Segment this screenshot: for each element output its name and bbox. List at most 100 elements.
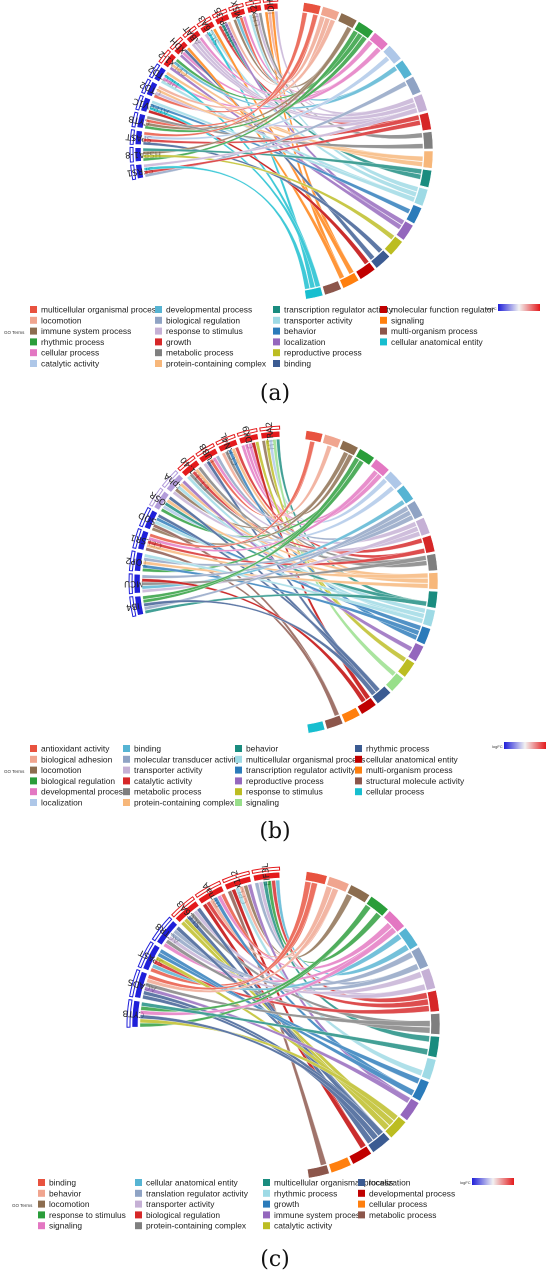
- legend-label-locomotion: locomotion: [49, 1199, 90, 1209]
- gene-arc-idh3: [263, 2, 279, 11]
- gene-label-eif3l: EIF3L: [261, 862, 274, 886]
- term-arc-immune-system-process: [337, 12, 358, 29]
- ribbon-sfrs1-response-to-stimulus: [143, 107, 418, 168]
- legend-swatch-biological-regulation: [155, 316, 162, 324]
- legend-label-biological-regulation: biological regulation: [146, 1210, 220, 1220]
- term-arc-signaling: [383, 910, 405, 933]
- legend-swatch-behavior: [273, 327, 280, 335]
- ribbon-acads-localization: [142, 994, 379, 1141]
- legend-swatch-cellular-anatomical-entity: [380, 338, 387, 346]
- term-arc-rhythmic-process: [371, 685, 391, 705]
- term-arc-rhythmic-process: [353, 21, 374, 39]
- term-arc-metabolic-process: [422, 131, 434, 150]
- legend-label-multicellular-organismal-process: multicellular organismal process: [274, 1178, 393, 1188]
- go-legend: GO Terms multicellular organismal process…: [4, 305, 495, 369]
- legend-swatch-multi-organism-process: [355, 766, 362, 774]
- gene-fc-ring-slc6a3: [171, 896, 196, 918]
- legend-swatch-biological-adhesion: [30, 755, 37, 763]
- legend-swatch-binding: [273, 360, 280, 367]
- ribbon-celsr1-catalytic-activity: [147, 540, 426, 566]
- gene-fc-ring-spast: [137, 941, 154, 969]
- term-arc-developmental-process: [348, 1145, 372, 1165]
- legend-swatch-multi-organism-process: [380, 327, 387, 335]
- legend-swatch-metabolic-process: [155, 349, 162, 357]
- ribbon-acads-protein-containing-complex: [145, 982, 431, 1027]
- legend-label-metabolic-process: metabolic process: [166, 348, 234, 358]
- legend-label-cellular-anatomical-entity: cellular anatomical entity: [366, 754, 459, 764]
- legend-label-behavior: behavior: [246, 744, 278, 754]
- logfc-colorbar: logFC: [486, 304, 540, 311]
- gene-arc-hectd2: [153, 66, 167, 83]
- term-arc-binding: [305, 871, 328, 885]
- legend-swatch-transcription-regulator-activity: [273, 306, 280, 313]
- term-arc-cellular-anatomical-entity: [357, 697, 377, 715]
- panel-label: (a): [260, 381, 290, 406]
- term-arc-catalytic-activity: [384, 1116, 407, 1139]
- legend-swatch-developmental-process: [155, 306, 162, 313]
- ribbon-ib4-biological-regulation: [142, 459, 364, 600]
- legend-swatch-response-to-stimulus: [155, 327, 162, 335]
- gene-fc-ring-cdk9: [236, 428, 258, 437]
- term-arc-developmental-process: [394, 59, 413, 80]
- term-arc-transporter-activity: [415, 517, 431, 537]
- legend-swatch-developmental-process: [358, 1189, 365, 1197]
- gene-fc-ring-osr: [148, 487, 164, 507]
- legend-label-rhythmic-process: rhythmic process: [366, 744, 429, 754]
- legend-label-protein-containing-complex: protein-containing complex: [166, 359, 267, 369]
- legend-label-growth: growth: [274, 1199, 299, 1209]
- term-arc-metabolic-process: [426, 553, 438, 572]
- legend-swatch-binding: [123, 745, 130, 752]
- gene-fc-ring-msx: [228, 2, 244, 12]
- logfc-colorbar: logFC: [460, 1178, 514, 1185]
- legend-label-developmental-process: developmental process: [41, 787, 127, 797]
- ribbon-acads-immune-system-process: [144, 986, 411, 1104]
- legend-label-multicellular-organismal-process: multicellular organismal process: [41, 305, 160, 315]
- term-arc-transporter-activity: [420, 967, 436, 991]
- legend-label-binding: binding: [284, 359, 311, 369]
- term-arc-response-to-stimulus: [366, 895, 389, 917]
- gene-fc-ring-ib4: [129, 596, 137, 618]
- legend-label-locomotion: locomotion: [41, 765, 82, 775]
- gene-arc-top2: [134, 551, 144, 572]
- gene-fc-ring-ctd2: [141, 78, 152, 95]
- gene-fc-ring-actr8: [151, 916, 173, 942]
- legend-label-transporter-activity: transporter activity: [134, 765, 203, 775]
- legend-swatch-antioxidant-activity: [30, 745, 37, 752]
- legend-label-behavior: behavior: [49, 1188, 81, 1198]
- gene-arc-cdk9: [238, 433, 259, 445]
- gene-fc-ring-sfrs1: [130, 164, 137, 181]
- ribbon-mcu-molecular-transducer-activity: [141, 510, 412, 579]
- gene-fc-ring-cytb: [131, 111, 139, 128]
- ribbon-htra2-locomotion: [261, 440, 354, 516]
- gene-fc-ring-mmaa: [194, 880, 222, 899]
- term-arc-protein-containing-complex: [430, 1013, 441, 1035]
- chord-ribbons: [142, 10, 424, 290]
- gene-arc-cplx1-2: [162, 52, 177, 69]
- legend-swatch-metabolic-process: [358, 1211, 365, 1219]
- term-arc-biological-adhesion: [322, 433, 342, 449]
- gene-arc-ib4: [134, 595, 144, 616]
- legend-label-translation-regulator-activity: translation regulator activity: [146, 1188, 249, 1198]
- ribbon-acads-behavior: [146, 887, 339, 993]
- ribbon-cytb-signaling: [140, 927, 397, 1016]
- gene-fc-ring-ccrn4l: [215, 433, 236, 446]
- legend-label-transcription-regulator-activity: transcription regulator activity: [246, 765, 356, 775]
- term-arc-multicellular-organismal-process: [422, 608, 436, 628]
- legend-swatch-multicellular-organismal-process: [263, 1179, 270, 1186]
- term-arc-behavior: [405, 204, 423, 225]
- legend-swatch-rhythmic-process: [30, 338, 37, 346]
- term-arc-molecular-transducer-activity: [406, 500, 424, 520]
- ribbon-ib4-biological-regulation: [142, 457, 360, 604]
- term-arc-cellular-process: [306, 720, 326, 734]
- gene-fc-ring-abat: [182, 25, 197, 39]
- gene-arc-atpev1c: [140, 96, 152, 113]
- legend-label-transporter-activity: transporter activity: [146, 1199, 215, 1209]
- legend-label-signaling: signaling: [391, 315, 424, 325]
- ribbon-ctd2-locomotion: [157, 19, 336, 109]
- gene-arc-ccrn4l: [217, 438, 239, 453]
- legend-label-catalytic-activity: catalytic activity: [41, 359, 100, 369]
- ribbon-cytb-localization: [139, 1014, 384, 1137]
- ribbon-celsr1-antioxidant-activity: [149, 441, 315, 548]
